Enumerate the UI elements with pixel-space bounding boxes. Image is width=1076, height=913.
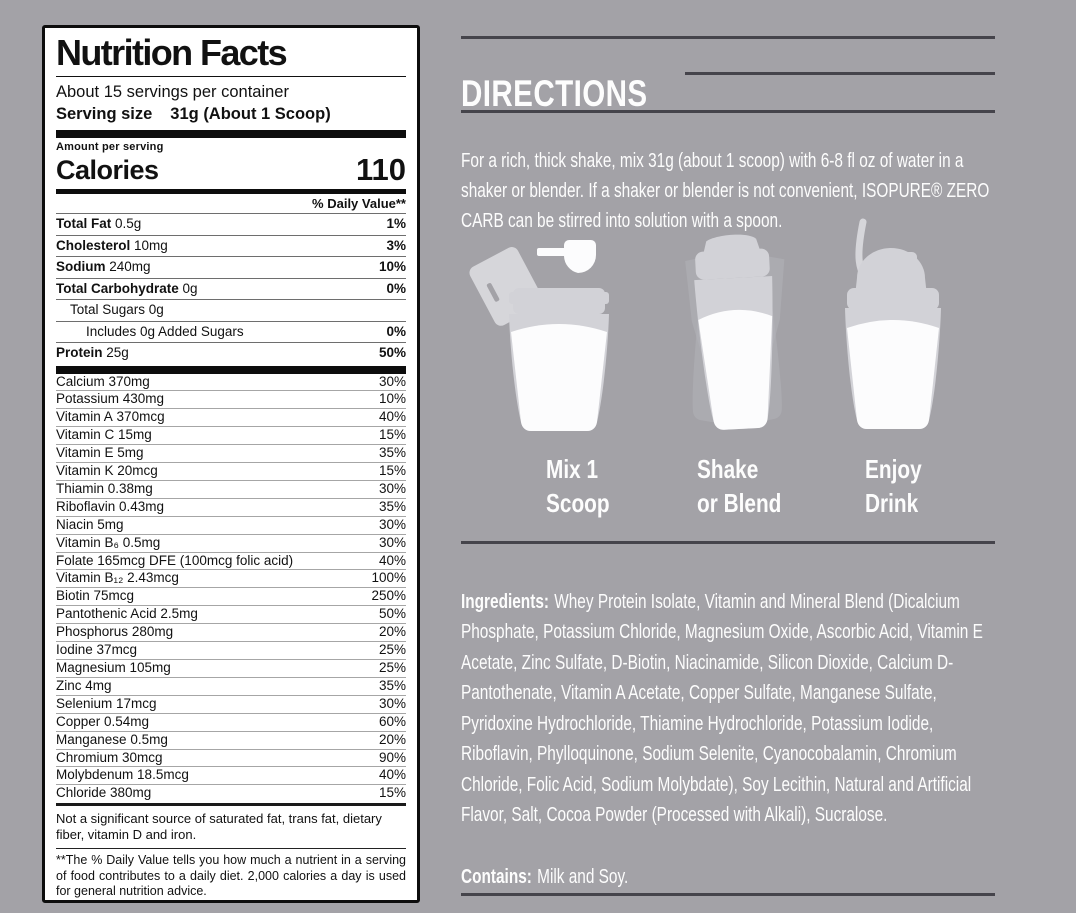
nutrient-row: Chromium 30mcg 90% [56, 748, 406, 765]
daily-value-footnote: **The % Daily Value tells you how much a… [56, 853, 406, 899]
nutrient-row: Sodium 240mg 10% [56, 256, 406, 278]
step-label-line: Mix 1 [546, 454, 599, 484]
calories-label: Calories [56, 155, 159, 185]
step-label-line: Shake [697, 454, 759, 484]
directions-ingredients-column: DIRECTIONS For a rich, thick shake, mix … [461, 0, 995, 913]
nutrient-row: Folate 165mcg DFE (100mcg folic acid) 40% [56, 551, 406, 568]
divider-rule [685, 72, 995, 75]
divider-rule [461, 541, 995, 544]
thick-bar [56, 365, 406, 374]
medium-bar [56, 803, 406, 807]
medium-bar [56, 189, 406, 194]
macro-nutrient-rows: Total Fat 0.5g 1% Cholesterol 10mg 3% Sodium… [56, 213, 406, 364]
nutrient-row: Molybdenum 18.5mcg 40% [56, 766, 406, 783]
directions-body: For a rich, thick shake, mix 31g (about … [461, 148, 990, 232]
step-label-mix: Mix 1 Scoop [546, 452, 610, 520]
step-label-line: Scoop [546, 488, 610, 518]
nutrient-row: Vitamin B₆ 0.5mg 30% [56, 533, 406, 550]
nutrient-row: Protein 25g 50% [56, 342, 406, 364]
micro-nutrient-rows: Calcium 370mg 30% Potassium 430mg 10% Vitami… [56, 374, 406, 803]
step-label-line: or Blend [697, 488, 782, 518]
step-label-line: Drink [865, 488, 919, 518]
nutrient-row: Vitamin C 15mg 15% [56, 426, 406, 443]
nutrient-row: Manganese 0.5mg 20% [56, 730, 406, 747]
nutrient-row: Zinc 4mg 35% [56, 676, 406, 693]
step-label-shake: Shake or Blend [697, 452, 781, 520]
calories-value: 110 [355, 152, 406, 187]
nutrient-row: Calcium 370mg 30% [56, 373, 406, 389]
ingredients-list: Whey Protein Isolate, Vitamin and Minera… [461, 589, 983, 827]
ingredients-label: Ingredients: [461, 589, 549, 613]
contains-label: Contains: [461, 864, 532, 888]
ingredients-paragraph: Ingredients: Whey Protein Isolate, Vitami… [461, 587, 995, 831]
nutrient-row: Pantothenic Acid 2.5mg 50% [56, 605, 406, 622]
nutrient-row: Vitamin K 20mcg 15% [56, 462, 406, 479]
nutrient-row: Chloride 380mg 15% [56, 784, 406, 801]
nutrient-row: Riboflavin 0.43mg 35% [56, 497, 406, 514]
nutrition-facts-title: Nutrition Facts [56, 32, 288, 73]
nutrient-row: Vitamin E 5mg 35% [56, 444, 406, 461]
calories-row: Calories 110 [56, 154, 406, 186]
amount-per-serving-label: Amount per serving [56, 141, 164, 153]
nutrient-row: Includes 0g Added Sugars 0% [56, 320, 406, 343]
straw-bottle-icon [845, 218, 941, 429]
nutrient-row: Potassium 430mg 10% [56, 390, 406, 407]
nutrient-row: Magnesium 105mg 25% [56, 659, 406, 675]
divider-rule [56, 848, 406, 850]
serving-size-row: Serving size 31g (About 1 Scoop) [56, 103, 406, 126]
nutrient-row: Total Fat 0.5g 1% [56, 213, 406, 235]
directions-heading: DIRECTIONS [461, 72, 648, 114]
nutrient-row: Cholesterol 10mg 3% [56, 234, 406, 257]
divider-rule [56, 76, 406, 77]
nutrient-row: Niacin 5mg 30% [56, 515, 406, 532]
serving-size-label: Serving size [56, 105, 153, 123]
daily-value-header: % Daily Value** [312, 196, 406, 211]
serving-size-value: 31g (About 1 Scoop) [170, 105, 331, 123]
nutrient-row: Iodine 37mcg 25% [56, 641, 406, 658]
contains-value: Milk and Soy. [537, 864, 629, 888]
shaking-bottle-icon [685, 234, 785, 430]
nutrient-row: Vitamin B₁₂ 2.43mcg 100% [56, 569, 406, 586]
not-significant-footnote: Not a significant source of saturated fa… [56, 811, 382, 843]
divider-rule [461, 893, 995, 896]
nutrition-facts-panel: Nutrition Facts About 15 servings per co… [42, 25, 420, 903]
step-label-enjoy: Enjoy Drink [865, 452, 922, 520]
nutrient-row: Total Carbohydrate 0g 0% [56, 277, 406, 300]
nutrient-row: Vitamin A 370mcg 40% [56, 408, 406, 425]
nutrient-row: Thiamin 0.38mg 30% [56, 479, 406, 496]
nutrient-row: Copper 0.54mg 60% [56, 712, 406, 729]
divider-rule [461, 110, 995, 113]
servings-per-container: About 15 servings per container [56, 83, 289, 101]
nutrient-row: Biotin 75mcg 250% [56, 587, 406, 604]
thick-bar [56, 130, 406, 138]
step-label-line: Enjoy [865, 454, 922, 484]
scoop-lid-bottle-icon [469, 240, 609, 431]
contains-paragraph: Contains: Milk and Soy. [461, 862, 995, 892]
nutrient-row: Selenium 17mcg 30% [56, 694, 406, 711]
nutrient-row: Total Sugars 0g [56, 299, 406, 321]
nutrient-row: Phosphorus 280mg 20% [56, 623, 406, 640]
divider-rule [461, 36, 995, 39]
